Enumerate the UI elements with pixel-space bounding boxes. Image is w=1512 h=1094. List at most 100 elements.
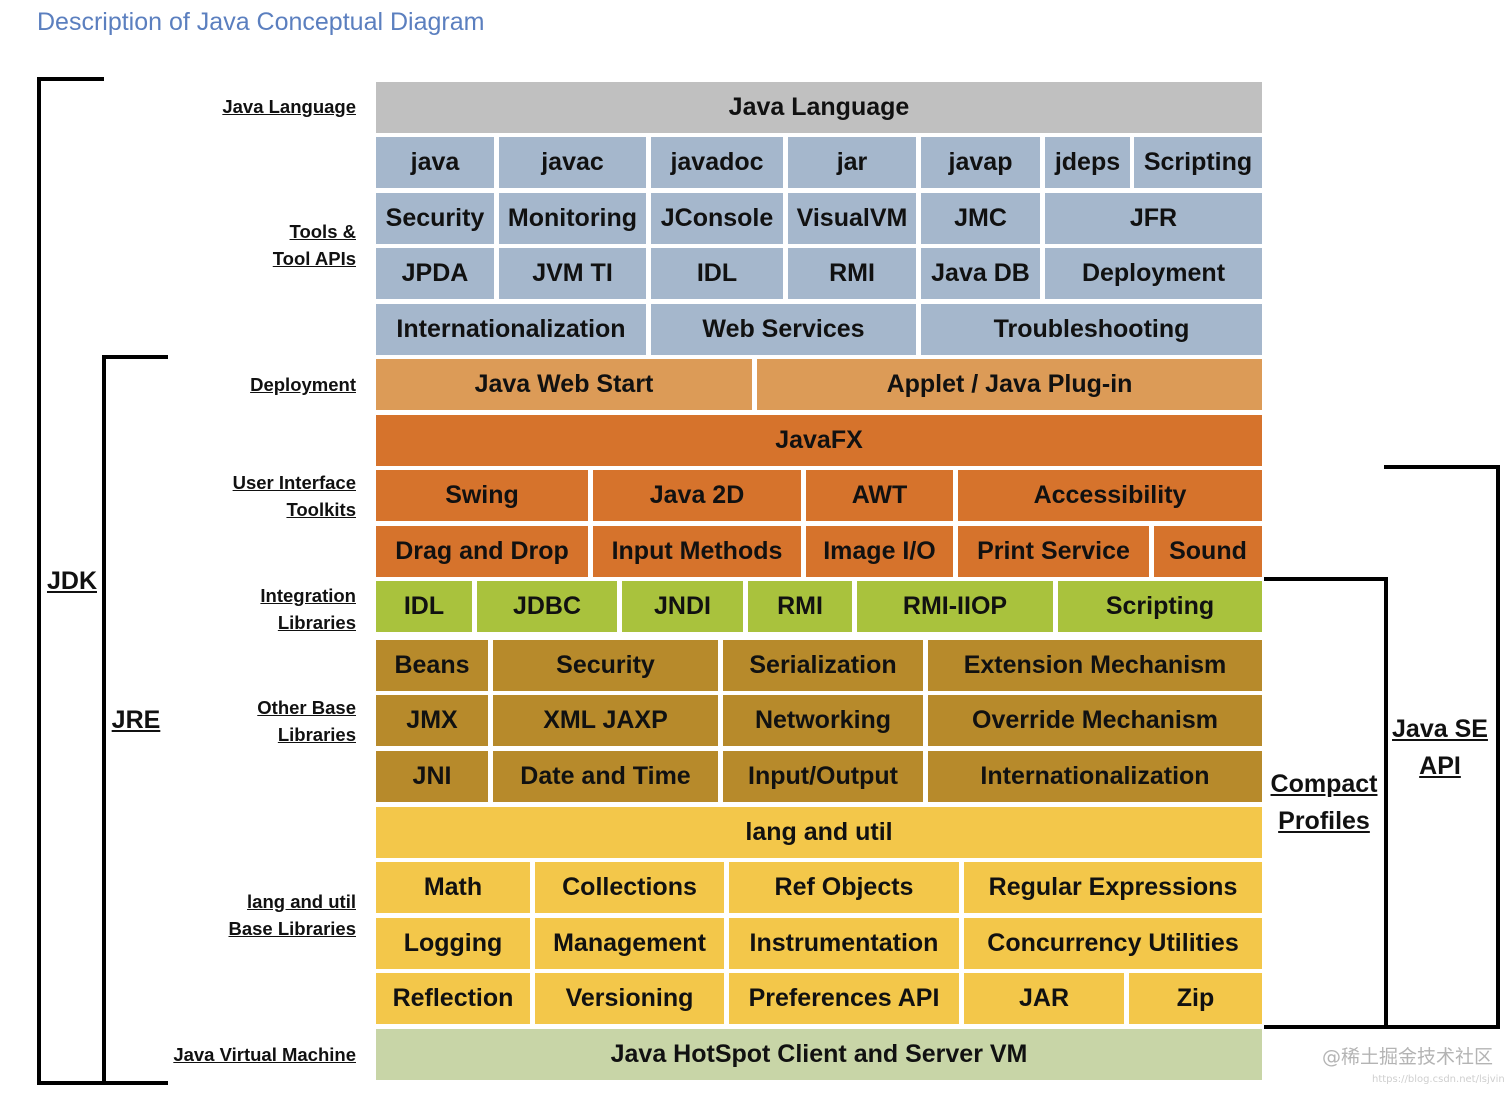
cell-awt: AWT [806, 470, 953, 521]
cell-preferences-api: Preferences API [729, 973, 959, 1024]
cell-reflection: Reflection [376, 973, 530, 1024]
cell-regular-expressions: Regular Expressions [964, 862, 1262, 913]
cell-internationalization: Internationalization [928, 751, 1262, 802]
cell-jmx: JMX [376, 695, 488, 746]
watermark: @稀土掘金技术社区 [1322, 1046, 1494, 1068]
cell-security: Security [493, 640, 718, 691]
cell-print-service: Print Service [958, 526, 1149, 577]
jre-label: JRE [111, 706, 161, 734]
cell-javap: javap [921, 137, 1040, 188]
row-label-tools[interactable]: Tools & Tool APIs [136, 218, 356, 272]
row-label-line: Java Virtual Machine [173, 1044, 356, 1065]
cell-jconsole: JConsole [651, 193, 783, 244]
row-label-lang-util[interactable]: lang and util Base Libraries [136, 888, 356, 942]
java-se-api-label: Java SE API [1392, 715, 1488, 780]
cell-versioning: Versioning [535, 973, 724, 1024]
cell-jndi: JNDI [622, 581, 743, 632]
row-label-line: Base Libraries [228, 918, 356, 939]
row-label-line: Java Language [222, 96, 356, 117]
jdk-label: JDK [46, 567, 97, 595]
cell-input-methods: Input Methods [593, 526, 801, 577]
cell-idl: IDL [376, 581, 472, 632]
cell-logging: Logging [376, 918, 530, 969]
cell-image-i-o: Image I/O [806, 526, 953, 577]
cell-jpda: JPDA [376, 248, 494, 299]
compact-profiles-label: Compact Profiles [1270, 770, 1378, 835]
cell-jni: JNI [376, 751, 488, 802]
page-title: Description of Java Conceptual Diagram [37, 8, 485, 36]
cell-rmi: RMI [748, 581, 852, 632]
row-label-line: Libraries [277, 612, 356, 633]
cell-jvm-ti: JVM TI [499, 248, 646, 299]
cell-input-output: Input/Output [723, 751, 923, 802]
cell-java-2d: Java 2D [593, 470, 801, 521]
cell-ref-objects: Ref Objects [729, 862, 959, 913]
cell-concurrency-utilities: Concurrency Utilities [964, 918, 1262, 969]
cell-math: Math [376, 862, 530, 913]
row-label-line: Other Base [257, 697, 356, 718]
row-label-line: Deployment [250, 374, 356, 395]
jre-bracket [102, 355, 168, 1085]
row-label-jvm[interactable]: Java Virtual Machine [136, 1041, 356, 1068]
cell-jfr: JFR [1045, 193, 1262, 244]
row-label-java-language[interactable]: Java Language [136, 93, 356, 120]
compact-profiles-bracket [1264, 577, 1388, 1029]
cell-scripting: Scripting [1134, 137, 1262, 188]
cell-xml-jaxp: XML JAXP [493, 695, 718, 746]
row-label-line: lang and util [247, 891, 356, 912]
cell-jmc: JMC [921, 193, 1040, 244]
row-label-line: Libraries [277, 724, 356, 745]
cell-scripting: Scripting [1058, 581, 1262, 632]
cell-security: Security [376, 193, 494, 244]
cell-serialization: Serialization [723, 640, 923, 691]
row-label-other-base[interactable]: Other Base Libraries [136, 694, 356, 748]
cell-idl: IDL [651, 248, 783, 299]
cell-java: java [376, 137, 494, 188]
cell-internationalization: Internationalization [376, 304, 646, 355]
row-label-line: Tool APIs [272, 248, 356, 269]
cell-applet-java-plug-in: Applet / Java Plug-in [757, 359, 1262, 410]
cell-monitoring: Monitoring [499, 193, 646, 244]
row-label-integration[interactable]: Integration Libraries [136, 582, 356, 636]
jdk-bracket [37, 77, 104, 1085]
cell-javadoc: javadoc [651, 137, 783, 188]
cell-drag-and-drop: Drag and Drop [376, 526, 588, 577]
cell-override-mechanism: Override Mechanism [928, 695, 1262, 746]
java-se-api-bracket [1384, 465, 1500, 1029]
cell-javafx: JavaFX [376, 415, 1262, 466]
cell-instrumentation: Instrumentation [729, 918, 959, 969]
row-label-deployment[interactable]: Deployment [136, 371, 356, 398]
cell-management: Management [535, 918, 724, 969]
row-label-ui-toolkits[interactable]: User Interface Toolkits [136, 469, 356, 523]
cell-accessibility: Accessibility [958, 470, 1262, 521]
row-label-line: User Interface [232, 472, 356, 493]
watermark-url: https://blog.csdn.net/lsjvin [1372, 1074, 1505, 1085]
cell-java-hotspot-client-and-server-vm: Java HotSpot Client and Server VM [376, 1029, 1262, 1080]
cell-jdbc: JDBC [477, 581, 617, 632]
cell-java-language: Java Language [376, 82, 1262, 133]
row-label-line: Toolkits [286, 499, 356, 520]
cell-jar: jar [788, 137, 916, 188]
cell-rmi-iiop: RMI-IIOP [857, 581, 1053, 632]
cell-java-db: Java DB [921, 248, 1040, 299]
cell-extension-mechanism: Extension Mechanism [928, 640, 1262, 691]
cell-zip: Zip [1129, 973, 1262, 1024]
cell-collections: Collections [535, 862, 724, 913]
row-label-line: Integration [260, 585, 356, 606]
row-label-line: Tools & [289, 221, 356, 242]
cell-beans: Beans [376, 640, 488, 691]
cell-javac: javac [499, 137, 646, 188]
cell-rmi: RMI [788, 248, 916, 299]
cell-date-and-time: Date and Time [493, 751, 718, 802]
cell-sound: Sound [1154, 526, 1262, 577]
cell-networking: Networking [723, 695, 923, 746]
cell-swing: Swing [376, 470, 588, 521]
cell-jar: JAR [964, 973, 1124, 1024]
cell-troubleshooting: Troubleshooting [921, 304, 1262, 355]
cell-web-services: Web Services [651, 304, 916, 355]
cell-jdeps: jdeps [1045, 137, 1130, 188]
cell-visualvm: VisualVM [788, 193, 916, 244]
cell-java-web-start: Java Web Start [376, 359, 752, 410]
cell-lang-and-util: lang and util [376, 807, 1262, 858]
cell-deployment: Deployment [1045, 248, 1262, 299]
